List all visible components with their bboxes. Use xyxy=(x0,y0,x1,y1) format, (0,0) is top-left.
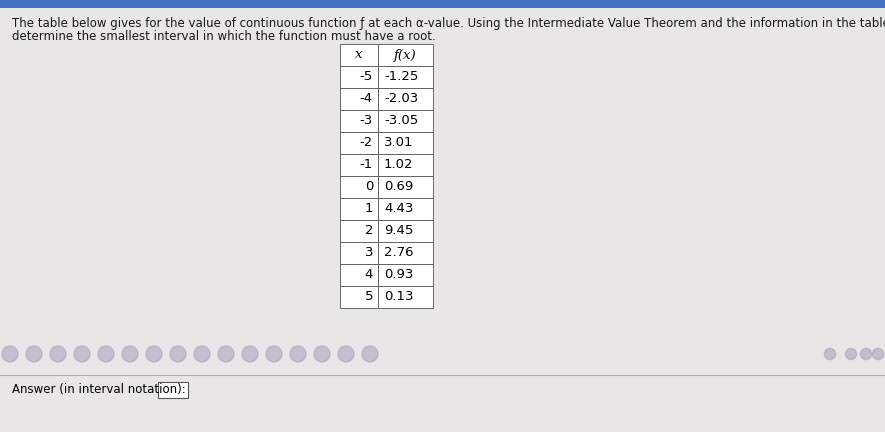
Bar xyxy=(340,286,378,308)
Text: Answer (in interval notation):: Answer (in interval notation): xyxy=(12,384,186,397)
Bar xyxy=(378,66,433,88)
Bar xyxy=(340,198,378,220)
Text: 3.01: 3.01 xyxy=(384,137,413,149)
Text: -4: -4 xyxy=(360,92,373,105)
Bar xyxy=(340,154,378,176)
Circle shape xyxy=(170,346,186,362)
Text: -5: -5 xyxy=(359,70,373,83)
Bar xyxy=(0,0,885,8)
Bar xyxy=(340,88,378,110)
Bar xyxy=(378,44,433,66)
Text: -3: -3 xyxy=(359,114,373,127)
Bar xyxy=(340,264,378,286)
Bar xyxy=(340,220,378,242)
Circle shape xyxy=(74,346,90,362)
Bar xyxy=(340,110,378,132)
Text: x: x xyxy=(355,48,363,61)
Text: -1: -1 xyxy=(359,159,373,172)
Circle shape xyxy=(194,346,210,362)
Bar xyxy=(378,88,433,110)
Circle shape xyxy=(860,348,872,359)
Circle shape xyxy=(218,346,234,362)
Text: 0.93: 0.93 xyxy=(384,269,413,282)
Text: 1: 1 xyxy=(365,203,373,216)
Text: -2.03: -2.03 xyxy=(384,92,419,105)
Bar xyxy=(378,154,433,176)
Bar xyxy=(378,220,433,242)
Text: 5: 5 xyxy=(365,290,373,304)
Bar xyxy=(378,198,433,220)
Text: 0.13: 0.13 xyxy=(384,290,413,304)
Text: 9.45: 9.45 xyxy=(384,225,413,238)
Bar xyxy=(378,110,433,132)
Text: f(x): f(x) xyxy=(394,48,417,61)
Bar xyxy=(340,242,378,264)
Circle shape xyxy=(314,346,330,362)
Bar xyxy=(378,286,433,308)
Text: The table below gives for the value of continuous function ƒ at each α-value. Us: The table below gives for the value of c… xyxy=(12,17,885,30)
Circle shape xyxy=(266,346,282,362)
Circle shape xyxy=(338,346,354,362)
Bar xyxy=(378,242,433,264)
Text: 4.43: 4.43 xyxy=(384,203,413,216)
Circle shape xyxy=(290,346,306,362)
Circle shape xyxy=(845,348,857,359)
Text: 2.76: 2.76 xyxy=(384,247,413,260)
Bar xyxy=(340,176,378,198)
Text: -3.05: -3.05 xyxy=(384,114,419,127)
Circle shape xyxy=(146,346,162,362)
Circle shape xyxy=(2,346,18,362)
Bar xyxy=(158,382,188,398)
Bar xyxy=(378,264,433,286)
Text: 4: 4 xyxy=(365,269,373,282)
Text: 3: 3 xyxy=(365,247,373,260)
Bar xyxy=(340,66,378,88)
Text: 1.02: 1.02 xyxy=(384,159,413,172)
Bar xyxy=(340,132,378,154)
Bar xyxy=(378,132,433,154)
Circle shape xyxy=(26,346,42,362)
Bar xyxy=(340,44,378,66)
Text: 0: 0 xyxy=(365,181,373,194)
Circle shape xyxy=(122,346,138,362)
Circle shape xyxy=(873,348,883,359)
Circle shape xyxy=(242,346,258,362)
Text: 0.69: 0.69 xyxy=(384,181,413,194)
Circle shape xyxy=(362,346,378,362)
Circle shape xyxy=(98,346,114,362)
Circle shape xyxy=(825,348,835,359)
Text: 2: 2 xyxy=(365,225,373,238)
Bar xyxy=(378,176,433,198)
Circle shape xyxy=(50,346,66,362)
Text: -2: -2 xyxy=(359,137,373,149)
Text: -1.25: -1.25 xyxy=(384,70,419,83)
Text: determine the smallest interval in which the function must have a root.: determine the smallest interval in which… xyxy=(12,30,435,43)
